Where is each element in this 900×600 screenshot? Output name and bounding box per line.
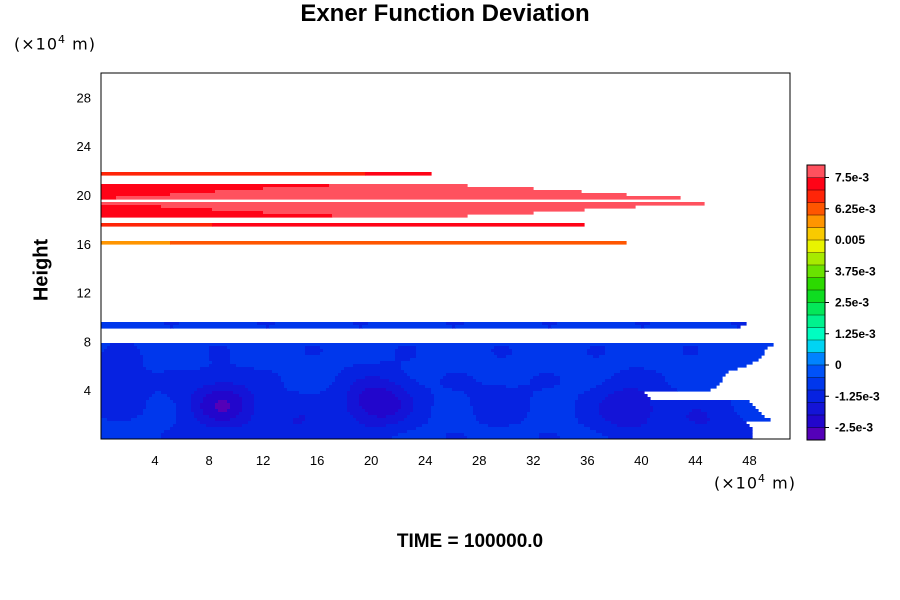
colorbar-level bbox=[807, 315, 825, 328]
y-tick-label: 12 bbox=[77, 286, 91, 301]
y-tick-label: 4 bbox=[84, 383, 91, 398]
colorbar-label: 2.5e-3 bbox=[835, 296, 869, 310]
x-tick-label: 44 bbox=[688, 453, 702, 468]
colorbar-level bbox=[807, 352, 825, 366]
colorbar-level bbox=[807, 202, 825, 216]
colorbar-level bbox=[807, 227, 825, 241]
colorbar-level bbox=[807, 290, 825, 303]
colorbar-level bbox=[807, 177, 825, 191]
y-axis: 4 8 12 16 20 24 28 bbox=[77, 90, 91, 398]
x-tick-label: 48 bbox=[742, 453, 756, 468]
chart-title: Exner Function Deviation bbox=[300, 0, 590, 27]
x-tick-label: 24 bbox=[418, 453, 432, 468]
colorbar-level bbox=[807, 377, 825, 391]
colorbar-level bbox=[807, 190, 825, 203]
x-tick-label: 20 bbox=[364, 453, 378, 468]
x-tick-label: 8 bbox=[205, 453, 212, 468]
colorbar-level bbox=[807, 265, 825, 278]
colorbar-level bbox=[807, 240, 825, 253]
colorbar-level bbox=[807, 427, 825, 441]
x-tick-label: 36 bbox=[580, 453, 594, 468]
colorbar-label: 6.25e-3 bbox=[835, 202, 876, 216]
y-tick-label: 8 bbox=[84, 334, 91, 349]
colorbar-label: 1.25e-3 bbox=[835, 327, 876, 341]
colorbar-level bbox=[807, 302, 825, 316]
x-tick-label: 32 bbox=[526, 453, 540, 468]
colorbar-level bbox=[807, 415, 825, 428]
x-tick-label: 40 bbox=[634, 453, 648, 468]
y-tick-label: 16 bbox=[77, 237, 91, 252]
colorbar-label: 0 bbox=[835, 358, 842, 372]
x-axis-unit: (×104 m) bbox=[714, 472, 796, 493]
colorbar-level bbox=[807, 390, 825, 403]
colorbar-label: -2.5e-3 bbox=[835, 421, 873, 435]
colorbar-level bbox=[807, 277, 825, 291]
colorbar-label: 3.75e-3 bbox=[835, 264, 876, 278]
x-tick-label: 28 bbox=[472, 453, 486, 468]
colorbar-level bbox=[807, 340, 825, 353]
colorbar-level bbox=[807, 165, 825, 178]
x-tick-label: 12 bbox=[256, 453, 270, 468]
y-tick-label: 28 bbox=[77, 90, 91, 105]
x-tick-label: 16 bbox=[310, 453, 324, 468]
y-tick-label: 20 bbox=[77, 188, 91, 203]
colorbar-label: 7.5e-3 bbox=[835, 171, 869, 185]
colorbar-label: 0.005 bbox=[835, 233, 865, 247]
plot-frame bbox=[100, 72, 791, 440]
colorbar-level bbox=[807, 365, 825, 378]
y-tick-label: 24 bbox=[77, 139, 91, 154]
colorbar-level bbox=[807, 215, 825, 228]
colorbar-level bbox=[807, 327, 825, 341]
low-center-5 bbox=[782, 383, 784, 385]
y-axis-unit: (×104 m) bbox=[14, 33, 96, 54]
x-tick-label: 4 bbox=[151, 453, 158, 468]
colorbar-level bbox=[807, 402, 825, 416]
colorbar-label: -1.25e-3 bbox=[835, 389, 880, 403]
plot-area bbox=[101, 172, 784, 439]
colorbar: 7.5e-3 6.25e-3 0.005 3.75e-3 2.5e-3 1.25e-3 0 -… bbox=[806, 164, 880, 441]
x-axis: 4 8 12 16 20 24 28 32 36 40 44 48 bbox=[151, 453, 756, 468]
colorbar-level bbox=[807, 252, 825, 266]
time-label: TIME = 100000.0 bbox=[396, 531, 544, 552]
